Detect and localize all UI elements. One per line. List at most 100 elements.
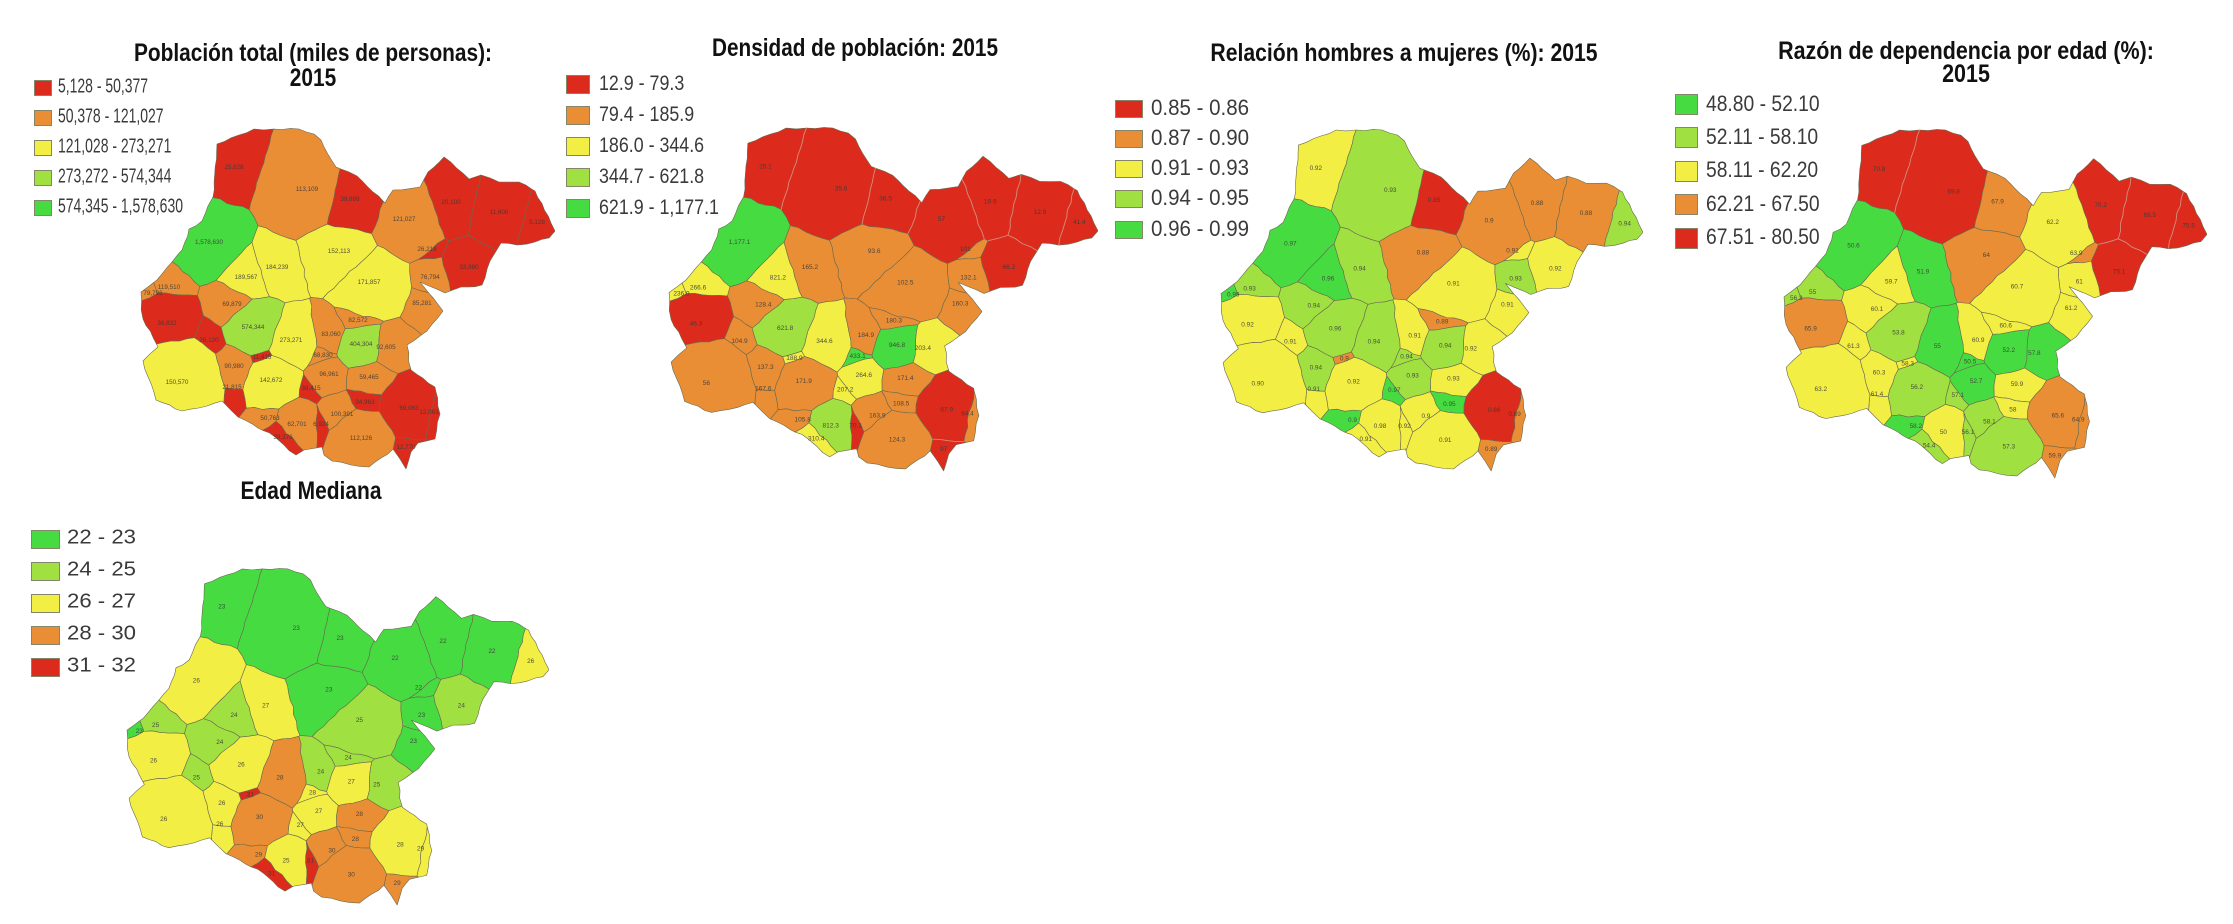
svg-text:58.2: 58.2 (1910, 423, 1923, 430)
svg-text:59,465: 59,465 (359, 374, 379, 381)
svg-text:63.9: 63.9 (2070, 250, 2083, 257)
svg-text:0.91: 0.91 (1447, 280, 1460, 287)
svg-text:66.2: 66.2 (1003, 264, 1016, 271)
svg-text:104.9: 104.9 (731, 338, 748, 345)
svg-text:0.89: 0.89 (1485, 446, 1498, 453)
svg-text:0.94: 0.94 (1368, 339, 1381, 346)
svg-text:31: 31 (268, 870, 276, 877)
svg-text:64.9: 64.9 (2072, 417, 2085, 424)
svg-text:25,828: 25,828 (224, 164, 244, 171)
svg-text:26: 26 (527, 658, 535, 665)
svg-text:30: 30 (328, 848, 336, 855)
svg-text:946.8: 946.8 (889, 342, 906, 349)
svg-text:101: 101 (960, 246, 971, 253)
svg-text:12,770: 12,770 (396, 444, 416, 451)
svg-text:97: 97 (940, 446, 948, 453)
svg-text:52.7: 52.7 (1970, 378, 1983, 385)
svg-text:82,572: 82,572 (348, 317, 368, 324)
svg-text:22: 22 (415, 685, 423, 692)
svg-text:57: 57 (938, 216, 946, 223)
svg-text:0.93: 0.93 (1406, 373, 1419, 380)
svg-text:5,128: 5,128 (529, 219, 545, 226)
svg-text:69.5: 69.5 (2144, 212, 2157, 219)
svg-text:34,963: 34,963 (355, 399, 375, 406)
svg-text:69.8: 69.8 (1947, 188, 1960, 195)
svg-text:24: 24 (317, 769, 325, 776)
svg-text:11,600: 11,600 (490, 209, 509, 216)
svg-text:821.2: 821.2 (770, 274, 787, 281)
svg-text:26: 26 (193, 678, 201, 685)
svg-text:79,796: 79,796 (143, 290, 163, 297)
svg-text:171.4: 171.4 (897, 375, 914, 382)
svg-text:39,899: 39,899 (340, 196, 360, 203)
svg-text:93.6: 93.6 (868, 248, 881, 255)
svg-text:189,567: 189,567 (235, 274, 258, 281)
svg-text:0.98: 0.98 (1374, 423, 1387, 430)
svg-text:0.90: 0.90 (1251, 381, 1264, 388)
svg-text:0.94: 0.94 (1618, 220, 1631, 227)
svg-text:28: 28 (309, 789, 317, 796)
svg-text:25.1: 25.1 (759, 163, 772, 170)
svg-text:61: 61 (2076, 279, 2084, 286)
svg-text:0.94: 0.94 (1400, 354, 1413, 361)
svg-text:59.7: 59.7 (1885, 279, 1898, 286)
svg-text:36.5: 36.5 (879, 196, 892, 203)
svg-text:57.1: 57.1 (1951, 392, 1964, 399)
svg-text:0.89: 0.89 (1436, 319, 1449, 326)
svg-text:56.2: 56.2 (1911, 384, 1924, 391)
svg-text:39,376: 39,376 (273, 434, 293, 441)
svg-text:26: 26 (150, 758, 158, 765)
svg-text:310.4: 310.4 (808, 436, 825, 443)
svg-text:62,701: 62,701 (287, 421, 307, 428)
svg-text:55: 55 (1934, 343, 1942, 350)
svg-text:29: 29 (417, 846, 425, 853)
svg-text:58.3: 58.3 (1901, 360, 1914, 367)
svg-text:25: 25 (193, 775, 201, 782)
svg-text:0.93: 0.93 (1509, 275, 1522, 282)
svg-text:51.9: 51.9 (1917, 268, 1930, 275)
svg-text:0.91: 0.91 (1284, 339, 1297, 346)
svg-text:150,570: 150,570 (166, 379, 189, 386)
svg-text:29: 29 (255, 852, 263, 859)
svg-text:90,980: 90,980 (224, 363, 244, 370)
svg-text:0.95: 0.95 (1443, 401, 1456, 408)
svg-text:83,060: 83,060 (321, 331, 341, 338)
svg-text:30: 30 (256, 814, 264, 821)
svg-text:0.94: 0.94 (1308, 303, 1321, 310)
svg-text:0.92: 0.92 (1347, 379, 1360, 386)
svg-text:19.9: 19.9 (984, 199, 997, 206)
svg-text:23: 23 (293, 625, 301, 632)
svg-text:57.8: 57.8 (2028, 350, 2041, 357)
svg-text:0.91: 0.91 (1439, 437, 1452, 444)
svg-text:574,344: 574,344 (242, 324, 265, 331)
svg-text:0.94: 0.94 (1439, 343, 1452, 350)
svg-text:23: 23 (418, 712, 426, 719)
svg-text:0.88: 0.88 (1580, 210, 1593, 217)
svg-text:24: 24 (230, 712, 238, 719)
svg-text:128.4: 128.4 (755, 302, 772, 309)
svg-text:70.8: 70.8 (1873, 166, 1886, 173)
svg-text:0.92: 0.92 (1398, 423, 1411, 430)
svg-text:24: 24 (345, 755, 353, 762)
svg-text:23: 23 (410, 738, 418, 745)
svg-text:1,177.1: 1,177.1 (729, 239, 751, 246)
svg-text:35.6: 35.6 (835, 186, 848, 193)
svg-text:119,510: 119,510 (158, 284, 181, 291)
svg-text:0.9: 0.9 (1348, 417, 1357, 424)
svg-text:96,961: 96,961 (319, 371, 339, 378)
svg-text:137.3: 137.3 (757, 364, 774, 371)
svg-text:75.1: 75.1 (2113, 268, 2126, 275)
svg-text:57.3: 57.3 (2003, 443, 2016, 450)
svg-text:100,391: 100,391 (331, 411, 354, 418)
svg-text:0.86: 0.86 (1488, 407, 1501, 414)
svg-text:22: 22 (488, 648, 496, 655)
svg-text:29: 29 (394, 880, 402, 887)
svg-text:621.8: 621.8 (777, 325, 794, 332)
svg-text:92,605: 92,605 (376, 344, 396, 351)
svg-text:61.2: 61.2 (2065, 305, 2078, 312)
svg-text:0.91: 0.91 (1360, 436, 1373, 443)
svg-text:264.6: 264.6 (856, 372, 873, 379)
svg-text:21,815: 21,815 (222, 384, 242, 391)
svg-text:26,219: 26,219 (417, 246, 437, 253)
svg-text:23: 23 (218, 604, 226, 611)
